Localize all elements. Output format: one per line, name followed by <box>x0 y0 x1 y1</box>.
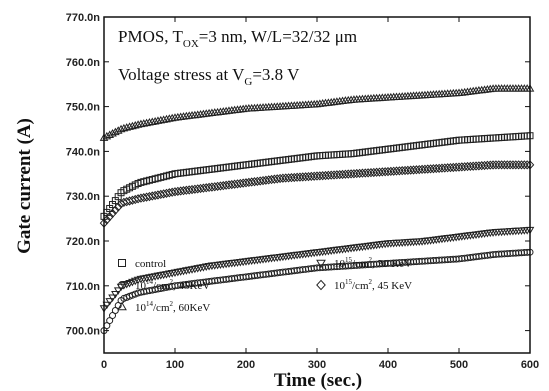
annotation-device: PMOS, TOX=3 nm, W/L=32/32 μm <box>118 27 357 50</box>
data-point <box>133 120 143 128</box>
data-point <box>111 205 120 215</box>
data-point <box>508 160 518 170</box>
data-point <box>116 124 126 133</box>
data-point <box>505 160 515 170</box>
legend-label: 1014/cm2, 60KeV <box>135 300 210 314</box>
data-point <box>494 160 504 170</box>
x-tick-label: 200 <box>237 359 255 371</box>
y-tick-label: 750.0n <box>66 102 101 114</box>
series-triangle-down <box>99 226 535 313</box>
data-point <box>111 127 120 136</box>
data-point <box>502 160 512 170</box>
data-point <box>113 202 123 212</box>
data-point <box>517 160 526 170</box>
series-circle <box>100 248 534 335</box>
data-point <box>108 294 117 303</box>
y-tick-label: 770.0n <box>66 12 101 24</box>
data-point <box>102 301 112 310</box>
legend-marker-diamond <box>316 279 326 291</box>
data-point <box>102 131 112 140</box>
data-point <box>520 160 529 170</box>
y-tick-label: 740.0n <box>66 146 101 158</box>
data-point <box>113 287 123 295</box>
legend-label: control <box>135 258 166 270</box>
y-tick-label: 700.0n <box>66 326 101 338</box>
data-point <box>122 123 132 131</box>
data-point <box>105 298 114 306</box>
legend-marker-circle <box>118 281 126 289</box>
data-point <box>159 115 168 123</box>
data-point <box>497 160 506 170</box>
x-tick-label: 100 <box>166 359 184 371</box>
x-axis-title: Time (sec.) <box>274 370 362 391</box>
plot-frame <box>103 16 531 354</box>
annotation-stress: Voltage stress at VG=3.8 V <box>118 65 300 88</box>
data-point <box>153 116 163 124</box>
data-point <box>125 122 134 130</box>
legend-label: 1015/cm2, 45 KeV <box>334 278 412 292</box>
data-point <box>147 117 157 126</box>
data-point <box>156 115 166 124</box>
data-point <box>167 113 177 122</box>
data-point <box>139 119 149 127</box>
y-tick-label: 760.0n <box>66 57 101 69</box>
legend-marker-triangle-up <box>117 301 127 311</box>
legend: control 1014/cm2, 45KeV 1014/cm2, 60KeV 101… <box>117 256 412 314</box>
legend-label: 1015/cm2, 30 KeV <box>334 256 412 270</box>
data-point <box>142 118 151 127</box>
data-point <box>105 211 114 222</box>
data-marks <box>99 84 535 335</box>
y-tick-label: 720.0n <box>66 236 101 248</box>
x-tick-label: 0 <box>101 359 107 371</box>
axis-ticks: 0 100 200 300 400 500 600 700.0n 710.0n 720.0n 730… <box>66 12 539 371</box>
x-tick-label: 300 <box>308 359 326 371</box>
series-diamond <box>99 160 535 228</box>
data-point <box>111 290 120 299</box>
data-point <box>491 160 501 170</box>
legend-marker-square <box>118 259 126 267</box>
data-point <box>488 160 498 170</box>
series-square <box>100 132 534 220</box>
data-point <box>130 120 140 129</box>
data-point <box>500 160 509 170</box>
data-point <box>119 123 129 132</box>
data-point <box>511 160 521 170</box>
data-point <box>108 208 117 219</box>
series-triangle-up <box>99 84 535 141</box>
legend-label: 1014/cm2, 45KeV <box>135 278 210 292</box>
data-point <box>105 130 114 138</box>
legend-marker-triangle-down <box>316 259 326 269</box>
data-point <box>514 160 523 170</box>
x-tick-label: 500 <box>450 359 468 371</box>
data-point <box>108 129 117 137</box>
data-point <box>128 121 137 130</box>
y-tick-label: 730.0n <box>66 191 101 203</box>
data-point <box>150 116 160 125</box>
x-tick-label: 600 <box>521 359 539 371</box>
data-point <box>145 118 154 126</box>
y-tick-label: 710.0n <box>66 281 101 293</box>
x-tick-label: 400 <box>379 359 397 371</box>
data-point <box>113 126 123 134</box>
data-point <box>136 119 146 128</box>
data-point <box>165 114 174 122</box>
data-point <box>162 114 171 123</box>
y-axis-title: Gate current (A) <box>14 118 35 254</box>
